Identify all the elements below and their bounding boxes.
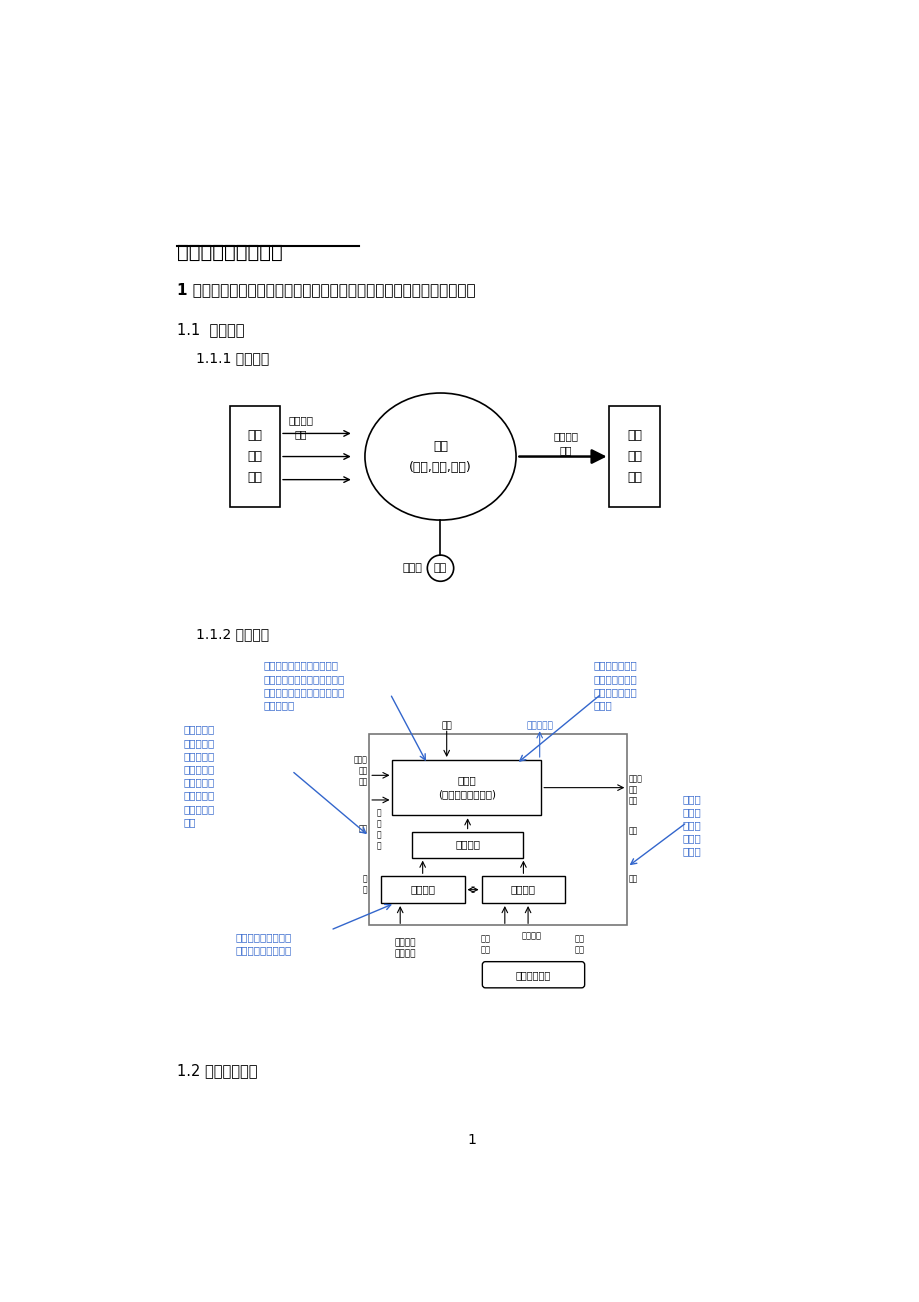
Text: 1.1.2 内部功能: 1.1.2 内部功能 — [196, 628, 269, 642]
Text: 输出: 输出 — [629, 875, 638, 884]
Text: 向系统提供动力、使
系统得以运转的功能: 向系统提供动力、使 系统得以运转的功能 — [235, 932, 291, 956]
Text: 构
造
功
能: 构 造 功 能 — [376, 809, 380, 850]
Circle shape — [426, 555, 453, 581]
Text: 1.1  功能构成: 1.1 功能构成 — [176, 322, 244, 337]
Ellipse shape — [365, 393, 516, 519]
FancyBboxPatch shape — [481, 876, 564, 904]
Text: 物质
能量
信息: 物质 能量 信息 — [247, 430, 262, 484]
FancyBboxPatch shape — [369, 734, 627, 924]
Text: 干扰: 干扰 — [441, 721, 451, 730]
FancyBboxPatch shape — [482, 962, 584, 988]
Text: （人）: （人） — [402, 564, 422, 573]
Text: 1: 1 — [467, 1133, 475, 1147]
Text: 主功能
(变换、传递、储存): 主功能 (变换、传递、储存) — [437, 776, 495, 799]
FancyBboxPatch shape — [608, 406, 659, 506]
Text: 输
入: 输 入 — [363, 875, 368, 894]
Text: 信息: 信息 — [358, 824, 368, 833]
Text: （新）
物质
能量: （新） 物质 能量 — [629, 775, 642, 806]
Text: 输出
控制: 输出 控制 — [574, 934, 584, 954]
Text: （质）
物质
能量: （质） 物质 能量 — [354, 755, 368, 786]
Text: 是对整个系统进
行控制，使其正
常运转，实施目
的功能: 是对整个系统进 行控制，使其正 常运转，实施目 的功能 — [594, 660, 637, 710]
Text: （信息）: （信息） — [521, 931, 541, 940]
FancyBboxPatch shape — [412, 832, 523, 858]
FancyBboxPatch shape — [230, 406, 279, 506]
Text: 动力输入
（能量）: 动力输入 （能量） — [394, 939, 416, 958]
Text: 物质
能量
信息: 物质 能量 信息 — [627, 430, 641, 484]
Text: 输入
控制: 输入 控制 — [480, 934, 490, 954]
Text: 人或其它系统: 人或其它系统 — [516, 970, 550, 979]
Text: 机电一体化复习提纲: 机电一体化复习提纲 — [176, 242, 282, 262]
Text: 动力功能: 动力功能 — [410, 884, 435, 894]
Text: 信息: 信息 — [629, 827, 638, 835]
Text: 工业三大
要素: 工业三大 要素 — [289, 415, 313, 439]
Text: 系统
(变换,传递,储存): 系统 (变换,传递,储存) — [409, 440, 471, 474]
Text: 是使构成系
统的子系统
及元、部件
维持确定的
时间和空间
上的相互关
系所必需的
功能: 是使构成系 统的子系统 及元、部件 维持确定的 时间和空间 上的相互关 系所必需… — [183, 724, 214, 827]
Text: 是实现系统目的直接必需的
功能，主要是对物质、能量、
信息或其相互结合进行变换、
传递和存储: 是实现系统目的直接必需的 功能，主要是对物质、能量、 信息或其相互结合进行变换、… — [264, 660, 345, 710]
Text: 1.2 基本结构要素: 1.2 基本结构要素 — [176, 1064, 257, 1078]
Text: 废弃物输出: 废弃物输出 — [526, 721, 552, 730]
Text: 控制功能: 控制功能 — [510, 884, 536, 894]
Text: 计测功能: 计测功能 — [455, 840, 480, 850]
Text: 是获取
系统内
部、外
部信息
的功能: 是获取 系统内 部、外 部信息 的功能 — [682, 794, 700, 857]
FancyBboxPatch shape — [380, 876, 464, 904]
Text: 1 机电一体化系统的构成要素及其功能，机电一体化系统中的关键技术。: 1 机电一体化系统的构成要素及其功能，机电一体化系统中的关键技术。 — [176, 281, 475, 297]
Text: 1.1.1 目的功能: 1.1.1 目的功能 — [196, 352, 269, 365]
FancyBboxPatch shape — [392, 760, 540, 815]
Text: 具有所需
特性: 具有所需 特性 — [553, 431, 578, 454]
Text: 控制: 控制 — [434, 564, 447, 573]
